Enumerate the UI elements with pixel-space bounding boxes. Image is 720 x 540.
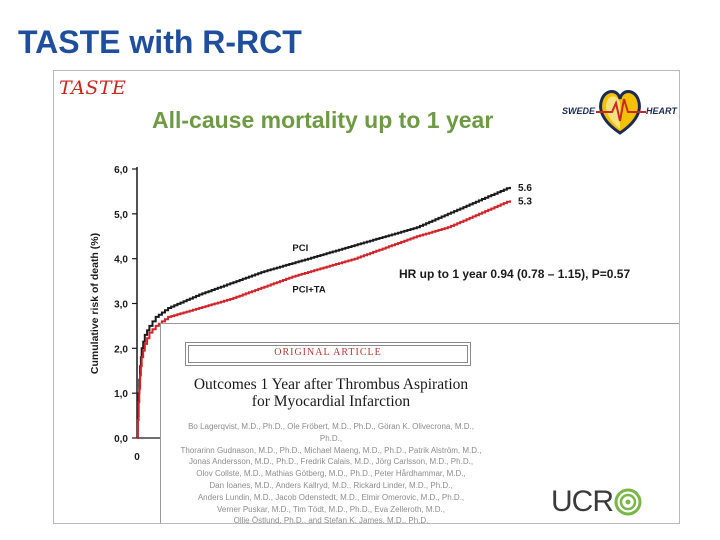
article-overlay: ORIGINAL ARTICLE Outcomes 1 Year after T… — [160, 323, 679, 524]
y-tick-label: 6,0 — [114, 165, 128, 176]
author-line: Ollie Östlund, Ph.D., and Stefan K. Jame… — [233, 516, 429, 524]
article-title-line-2: for Myocardial Infarction — [251, 393, 411, 410]
slide-title: TASTE with R-RCT — [18, 24, 302, 60]
series-line-pci-ta — [136, 200, 511, 439]
series-end-label: 5.6 — [518, 183, 532, 194]
y-tick-label: 1,0 — [114, 389, 128, 400]
heart-icon — [596, 90, 646, 135]
taste-logo: TASTE — [59, 77, 127, 99]
author-line: Jonas Andersson, M.D., Ph.D., Fredrik Ca… — [188, 457, 474, 467]
swedeheart-left-word: SWEDE — [562, 106, 596, 116]
y-tick-label: 0,0 — [114, 434, 128, 445]
series-name-label: PCI — [292, 243, 308, 254]
swedeheart-logo: SWEDE HEART — [562, 81, 678, 137]
article-banner-text: ORIGINAL ARTICLE — [274, 347, 382, 358]
author-line: Dan Ioanes, M.D., Anders Kallryd, M.D., … — [209, 480, 453, 490]
author-line: Thorarinn Gudnason, M.D., Ph.D., Michael… — [180, 445, 482, 455]
swedeheart-right-word: HEART — [646, 106, 677, 116]
ucr-logo-text: UCR — [551, 485, 614, 518]
series-line-pci — [136, 186, 511, 439]
y-axis-label: Cumulative risk of death (%) — [89, 233, 101, 374]
article-title-line-1: Outcomes 1 Year after Thrombus Aspiratio… — [193, 376, 469, 393]
y-tick-label: 2,0 — [114, 344, 128, 355]
chart-title: All-cause mortality up to 1 year — [152, 107, 494, 133]
series-end-label: 5.3 — [518, 196, 532, 207]
article-banner: ORIGINAL ARTICLE — [185, 342, 471, 366]
hazard-ratio-annotation: HR up to 1 year 0.94 (0.78 – 1.15), P=0.… — [399, 267, 630, 281]
author-line: Verner Puskar, M.D., Tim Tödt, M.D., Ph.… — [217, 504, 445, 514]
ucr-logo: UCR — [549, 483, 674, 519]
article-authors: Bo Lagerqvist, M.D., Ph.D., Ole Fröbert,… — [179, 421, 483, 524]
series-name-label: PCI+TA — [292, 285, 325, 296]
y-tick-label: 4,0 — [114, 255, 128, 266]
figure-frame: TASTE SWEDE HEART All-cause mortality up… — [53, 70, 680, 524]
x-tick-label: 0 — [134, 452, 140, 463]
y-tick-label: 5,0 — [114, 210, 128, 221]
ucr-ring-icon — [614, 488, 642, 516]
author-line: Bo Lagerqvist, M.D., Ph.D., Ole Fröbert,… — [188, 422, 474, 443]
y-tick-label: 3,0 — [114, 300, 128, 311]
author-line: Olov Collste, M.D., Mathias Götberg, M.D… — [196, 469, 466, 479]
author-line: Anders Lundin, M.D., Jacob Odenstedt, M.… — [197, 492, 465, 502]
article-title: Outcomes 1 Year after Thrombus Aspiratio… — [181, 376, 481, 410]
